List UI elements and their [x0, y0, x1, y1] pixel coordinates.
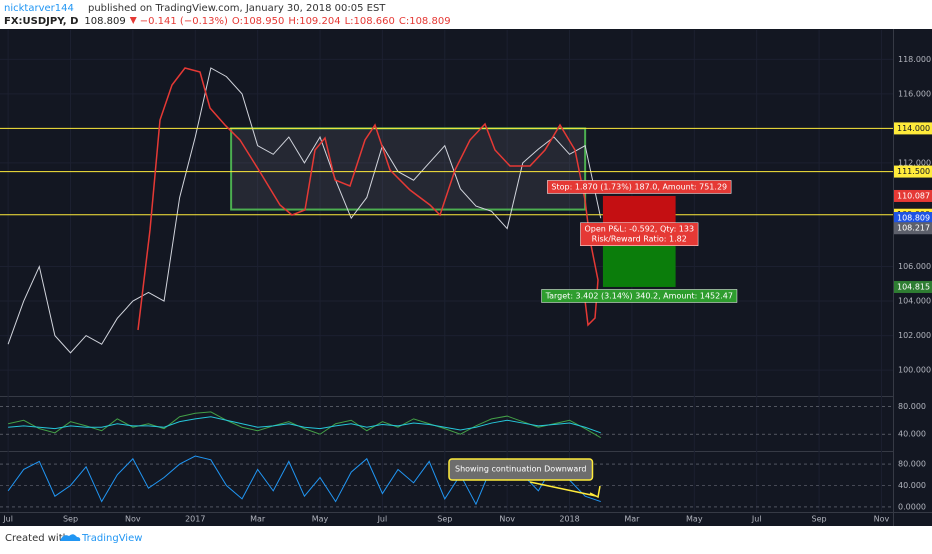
- callout-bg: [448, 458, 594, 481]
- y-tick-label: 106.000: [898, 262, 931, 271]
- x-tick-label: May: [312, 515, 329, 524]
- annotations: Stop: 1.870 (1.73%) 187.0, Amount: 751.2…: [448, 180, 738, 499]
- header-bg: [0, 0, 932, 29]
- x-tick-label: Nov: [874, 515, 890, 524]
- zone-rect: [230, 127, 587, 211]
- oscillator-line: [8, 411, 601, 439]
- footer-brand[interactable]: TradingView: [81, 533, 142, 544]
- price-axis-tag: [894, 222, 932, 235]
- x-tick-label: Jul: [377, 515, 388, 524]
- x-tick-label: Sep: [437, 515, 452, 524]
- price-axis-tag: [894, 165, 932, 178]
- footer-bg: [0, 527, 932, 550]
- x-tick-label: May: [686, 515, 703, 524]
- x-tick-label: 2018: [559, 515, 579, 524]
- x-tick-label: Sep: [63, 515, 78, 524]
- price-axis-tag-label: 108.217: [897, 224, 930, 233]
- quote-price: 108.809: [84, 16, 125, 27]
- y-tick-label: 116.000: [898, 89, 931, 98]
- pnl-box-text: Risk/Reward Ratio: 1.82: [592, 235, 687, 244]
- y-tick-label: 80.000: [898, 402, 926, 411]
- y-tick-label: 100.000: [898, 366, 931, 375]
- published: published on TradingView.com, January 30…: [88, 3, 386, 14]
- price-axis-tag: [894, 280, 932, 293]
- footer-created: Created with: [5, 533, 69, 544]
- target-box-bg: [541, 289, 738, 303]
- price-axis-tag-label: 104.815: [897, 282, 930, 291]
- price-axis-tag-label: 114.000: [897, 124, 930, 133]
- target-box: Target: 3.402 (3.14%) 340.2, Amount: 145…: [541, 289, 738, 303]
- tradingview-logo: [60, 534, 81, 541]
- callout-text: Showing continuation Downward: [455, 465, 586, 474]
- quote-ohlc: L:108.660: [345, 16, 395, 27]
- price-axis-tag: [894, 122, 932, 135]
- down-arrow: [129, 17, 137, 24]
- x-tick-label: Sep: [812, 515, 827, 524]
- price-axis-tag: [894, 189, 932, 202]
- y-tick-label: 40.000: [898, 430, 926, 439]
- x-tick-label: Jul: [2, 515, 13, 524]
- author[interactable]: nicktarver144: [4, 3, 74, 14]
- quote-ohlc: C:108.809: [399, 16, 451, 27]
- oscillator-line: [8, 416, 601, 434]
- chart-bg: [0, 29, 932, 526]
- stop-box: Stop: 1.870 (1.73%) 187.0, Amount: 751.2…: [547, 180, 732, 194]
- y-tick-label: 118.000: [898, 55, 931, 64]
- stop-box-text: Stop: 1.870 (1.73%) 187.0, Amount: 751.2…: [551, 182, 727, 191]
- y-tick-label: 40.000: [898, 481, 926, 490]
- grid: Jul Sep Nov 2017 Mar May Jul Sep Nov 2018 Mar May Ju…: [0, 30, 931, 524]
- target-box-text: Target: 3.402 (3.14%) 340.2, Amount: 145…: [545, 291, 733, 300]
- quote-ohlc: H:109.204: [288, 16, 340, 27]
- callout: Showing continuation Downward: [448, 458, 594, 481]
- quote-ohlc: O:108.950: [232, 16, 284, 27]
- hand-drawn-curve: [137, 67, 599, 331]
- symbol: FX:USDJPY, D: [4, 16, 78, 27]
- marks: 114.000111.500109.000110.087108.809108.2…: [0, 67, 932, 506]
- price-axis-tag-label: 108.809: [897, 214, 930, 223]
- y-tick-label: 102.000: [898, 331, 931, 340]
- x-tick-label: Nov: [125, 515, 141, 524]
- y-tick-label: 104.000: [898, 297, 931, 306]
- pnl-box-text: Open P&L: -0.592, Qty: 133: [584, 225, 694, 234]
- callout-arrow: [529, 481, 601, 499]
- y-tick-label: 0.0000: [898, 502, 926, 511]
- stop-box-bg: [547, 180, 732, 194]
- x-tick-label: 2017: [185, 515, 205, 524]
- header-quote: 108.809 −0.141 (−0.13%) O:108.950 H:109.204…: [84, 16, 450, 27]
- price-line: [7, 67, 602, 354]
- price-axis-tag-label: 111.500: [897, 167, 930, 176]
- price-axis-tag: [894, 212, 932, 225]
- x-tick-label: Mar: [624, 515, 640, 524]
- pnl-box-bg: [580, 222, 699, 246]
- x-tick-label: Nov: [499, 515, 515, 524]
- price-axis-tag-label: 110.087: [897, 191, 930, 200]
- quote-change: −0.141 (−0.13%): [140, 16, 228, 27]
- y-tick-label: 80.000: [898, 460, 926, 469]
- y-tick-label: 112.000: [898, 158, 931, 167]
- x-tick-label: Mar: [250, 515, 266, 524]
- x-tick-label: Jul: [751, 515, 762, 524]
